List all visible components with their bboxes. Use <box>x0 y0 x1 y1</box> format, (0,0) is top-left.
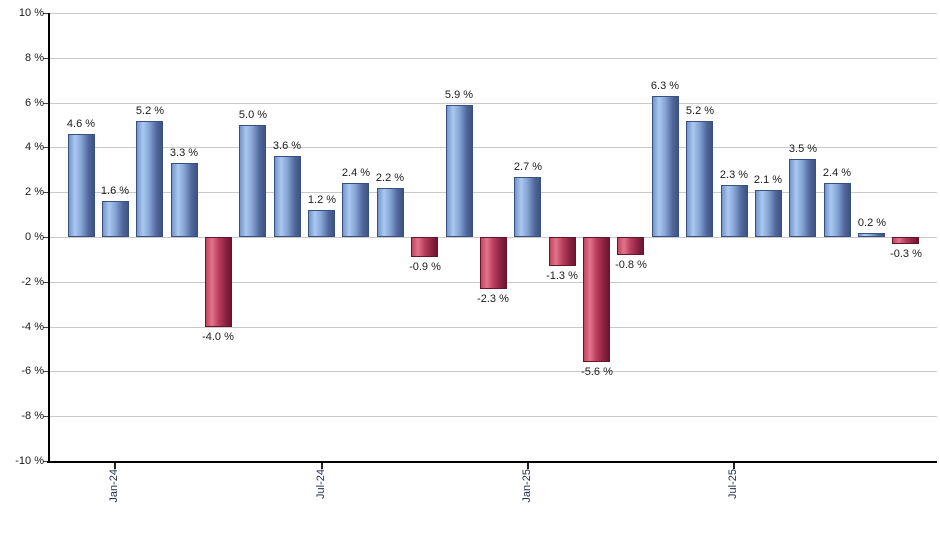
bar-value-label: 5.0 % <box>238 109 268 121</box>
y-axis-tick-mark <box>43 282 48 283</box>
bar <box>858 233 885 237</box>
bar-value-label: 3.3 % <box>169 147 199 159</box>
bar-value-label: -2.3 % <box>477 293 509 305</box>
bar <box>755 190 782 237</box>
bar-value-label: 5.9 % <box>444 89 474 101</box>
bar <box>377 188 404 237</box>
bar-value-label: 5.2 % <box>685 105 715 117</box>
y-axis-tick-label: 0 % <box>25 231 44 243</box>
bar-value-label: -1.3 % <box>546 270 578 282</box>
y-axis-tick-mark <box>43 58 48 59</box>
x-axis-tick-label: Jul-25 <box>727 469 739 499</box>
gridline <box>49 147 937 148</box>
bar <box>514 177 541 237</box>
bar <box>411 237 438 257</box>
y-axis-tick-label: 8 % <box>25 52 44 64</box>
y-axis-tick-mark <box>43 461 48 462</box>
bar-value-label: 2.2 % <box>375 172 405 184</box>
y-axis-tick-mark <box>43 416 48 417</box>
gridline <box>49 58 937 59</box>
y-axis-tick-mark <box>43 103 48 104</box>
x-axis-tick-mark <box>114 463 116 469</box>
bar <box>480 237 507 289</box>
bar <box>308 210 335 237</box>
y-axis-tick-label: 6 % <box>25 97 44 109</box>
bar <box>824 183 851 237</box>
bar <box>446 105 473 237</box>
bar-value-label: 0.2 % <box>857 217 887 229</box>
y-axis-tick-mark <box>43 192 48 193</box>
gridline <box>49 371 937 372</box>
bar-value-label: 2.4 % <box>822 167 852 179</box>
y-axis-tick-label: -2 % <box>21 276 44 288</box>
bar <box>789 159 816 237</box>
bar-value-label: 5.2 % <box>135 105 165 117</box>
bar-value-label: -0.3 % <box>890 248 922 260</box>
bar <box>68 134 95 237</box>
bar <box>549 237 576 266</box>
x-axis-tick-label: Jan-25 <box>521 469 533 503</box>
y-axis-line <box>48 13 50 463</box>
y-axis-tick-mark <box>43 371 48 372</box>
y-axis-tick-mark <box>43 147 48 148</box>
y-axis-tick-label: -10 % <box>15 455 44 467</box>
y-axis-tick-label: 2 % <box>25 186 44 198</box>
bar-value-label: 2.7 % <box>513 161 543 173</box>
bar-value-label: 2.4 % <box>341 167 371 179</box>
bar <box>686 121 713 237</box>
bar-value-label: 6.3 % <box>650 80 680 92</box>
y-axis-tick-mark <box>43 237 48 238</box>
bar-value-label: 3.5 % <box>788 143 818 155</box>
bar <box>583 237 610 362</box>
x-axis-line <box>47 461 937 463</box>
bar <box>892 237 919 244</box>
bar <box>342 183 369 237</box>
bar <box>721 185 748 237</box>
x-axis-tick-mark <box>321 463 323 469</box>
bar <box>171 163 198 237</box>
bar-value-label: 1.2 % <box>307 194 337 206</box>
bar-value-label: 3.6 % <box>272 140 302 152</box>
y-axis-tick-label: 10 % <box>18 7 44 19</box>
x-axis-tick-label: Jul-24 <box>315 469 327 499</box>
y-axis-tick-mark <box>43 327 48 328</box>
bar <box>102 201 129 237</box>
y-axis-tick-mark <box>43 13 48 14</box>
gridline <box>49 327 937 328</box>
bar-value-label: -0.8 % <box>615 259 647 271</box>
bar-value-label: 1.6 % <box>100 185 130 197</box>
gridline <box>49 103 937 104</box>
bar <box>652 96 679 237</box>
x-axis-tick-label: Jan-24 <box>108 469 120 503</box>
gridline <box>49 13 937 14</box>
y-axis-tick-label: 4 % <box>25 141 44 153</box>
bar <box>274 156 301 237</box>
y-axis-tick-label: -6 % <box>21 365 44 377</box>
bar-value-label: 2.3 % <box>719 169 749 181</box>
gridline <box>49 416 937 417</box>
bar <box>617 237 644 255</box>
y-axis-tick-label: -8 % <box>21 410 44 422</box>
gridline <box>49 192 937 193</box>
bar-value-label: -0.9 % <box>409 261 441 273</box>
y-axis-tick-label: -4 % <box>21 321 44 333</box>
bar-value-label: 4.6 % <box>66 118 96 130</box>
bar <box>136 121 163 237</box>
x-axis-tick-mark <box>527 463 529 469</box>
bar <box>205 237 232 327</box>
x-axis-tick-mark <box>733 463 735 469</box>
bar-value-label: 2.1 % <box>753 174 783 186</box>
bar-value-label: -5.6 % <box>581 366 613 378</box>
bar-value-label: -4.0 % <box>202 331 234 343</box>
bar <box>239 125 266 237</box>
